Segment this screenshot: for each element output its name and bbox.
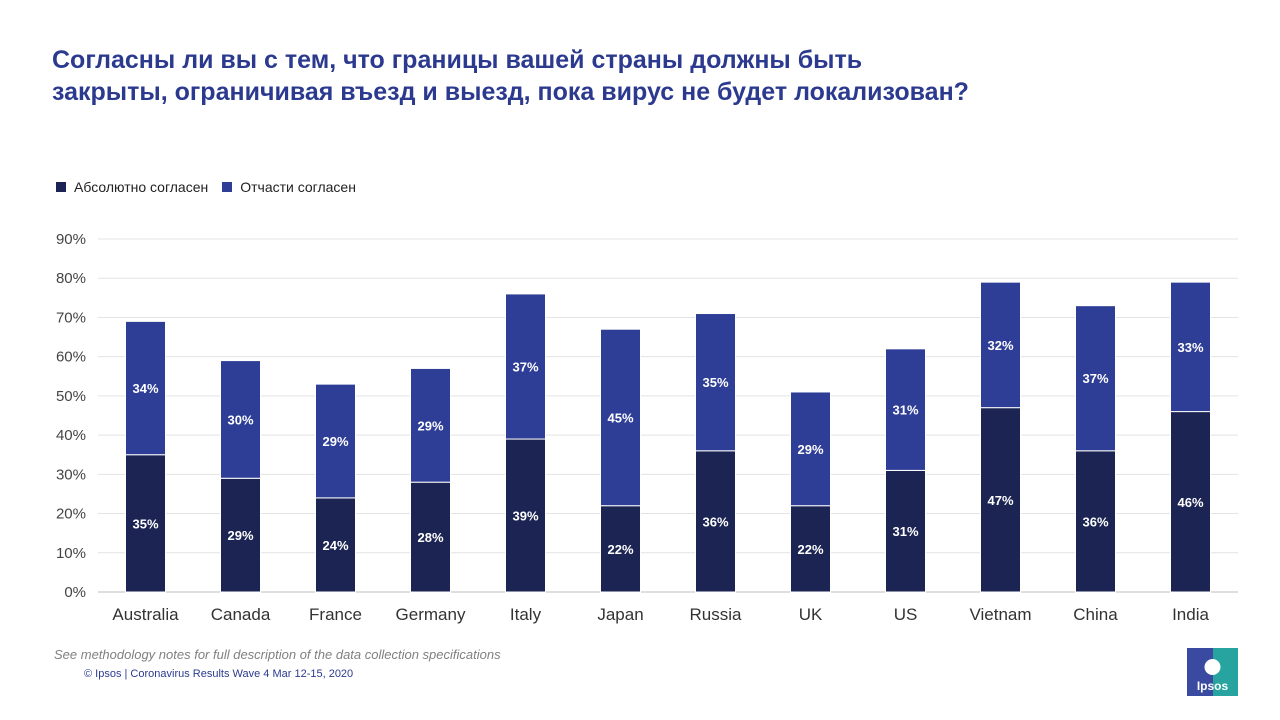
x-tick-label: Germany	[396, 605, 466, 624]
data-label: 37%	[512, 359, 538, 374]
x-tick-label: Vietnam	[969, 605, 1031, 624]
chart-title: Согласны ли вы с тем, что границы вашей …	[52, 46, 969, 106]
x-tick-label: India	[1172, 605, 1209, 624]
data-label: 22%	[607, 542, 633, 557]
bar-segment-somewhat-agree	[125, 320, 166, 456]
bar-segment-strongly-agree	[125, 454, 166, 593]
data-label: 39%	[512, 509, 538, 524]
legend-item-strongly-agree: Абсолютно согласен	[56, 179, 208, 195]
y-tick-label: 20%	[56, 506, 86, 523]
bar-segment-somewhat-agree	[410, 367, 451, 483]
x-tick-label: US	[894, 605, 918, 624]
bar-segment-strongly-agree	[695, 450, 736, 593]
bar-segment-somewhat-agree	[695, 313, 736, 452]
bar-segment-somewhat-agree	[1170, 281, 1211, 413]
copyright-text: © Ipsos | Coronavirus Results Wave 4 Mar…	[84, 668, 354, 680]
bar-segment-somewhat-agree	[1075, 305, 1116, 452]
x-tick-label: China	[1073, 605, 1118, 624]
x-tick-label: Italy	[510, 605, 542, 624]
bar-segment-strongly-agree	[505, 438, 546, 593]
y-tick-label: 50%	[56, 388, 86, 405]
data-label: 35%	[702, 375, 728, 390]
data-label: 45%	[607, 410, 633, 425]
y-tick-label: 60%	[56, 349, 86, 366]
x-tick-label: Japan	[597, 605, 643, 624]
bar-segment-strongly-agree	[220, 477, 261, 593]
data-label: 28%	[417, 530, 443, 545]
bar-segment-strongly-agree	[410, 481, 451, 593]
bar-segment-somewhat-agree	[505, 293, 546, 440]
x-tick-label: UK	[799, 605, 823, 624]
data-label: 31%	[892, 403, 918, 418]
x-tick-label: Russia	[690, 605, 743, 624]
data-label: 29%	[797, 442, 823, 457]
x-tick-label: Australia	[112, 605, 179, 624]
data-label: 33%	[1177, 340, 1203, 355]
legend-swatch-somewhat-agree	[222, 182, 233, 192]
data-label: 46%	[1177, 495, 1203, 510]
legend-label-strongly-agree: Абсолютно согласен	[74, 179, 209, 195]
y-tick-label: 10%	[56, 545, 86, 562]
bar-segment-strongly-agree	[885, 469, 926, 593]
y-tick-label: 40%	[56, 427, 86, 444]
legend-swatch-strongly-agree	[56, 182, 66, 192]
bar-segment-strongly-agree	[600, 505, 641, 593]
bar-segment-strongly-agree	[980, 407, 1021, 593]
y-tick-label: 0%	[64, 584, 86, 601]
bar-segment-somewhat-agree	[315, 383, 356, 499]
bar-segment-strongly-agree	[790, 505, 831, 593]
bar-segment-somewhat-agree	[790, 391, 831, 507]
data-label: 29%	[417, 418, 443, 433]
legend: Абсолютно согласен Отчасти согласен	[56, 179, 370, 195]
bar-segment-somewhat-agree	[885, 348, 926, 471]
data-label: 36%	[1082, 514, 1108, 529]
bar-segment-strongly-agree	[1075, 450, 1116, 593]
data-label: 22%	[797, 542, 823, 557]
bar-segment-strongly-agree	[315, 497, 356, 593]
legend-label-somewhat-agree: Отчасти согласен	[240, 179, 356, 195]
data-label: 32%	[987, 338, 1013, 353]
data-label: 30%	[227, 412, 253, 427]
bar-segment-somewhat-agree	[980, 281, 1021, 409]
logo-mark	[1204, 659, 1221, 675]
legend-item-somewhat-agree: Отчасти согласен	[222, 179, 356, 195]
data-label: 37%	[1082, 371, 1108, 386]
data-label: 47%	[987, 493, 1013, 508]
x-tick-label: Canada	[211, 605, 271, 624]
data-label: 24%	[322, 538, 348, 553]
y-tick-label: 90%	[56, 231, 86, 248]
ipsos-logo: Ipsos	[1187, 648, 1238, 696]
bar-segment-somewhat-agree	[220, 360, 261, 479]
y-tick-label: 30%	[56, 466, 86, 483]
data-label: 29%	[322, 434, 348, 449]
y-tick-label: 80%	[56, 270, 86, 287]
data-label: 34%	[132, 381, 158, 396]
data-label: 36%	[702, 514, 728, 529]
x-tick-label: France	[309, 605, 362, 624]
methodology-note: See methodology notes for full descripti…	[54, 647, 501, 662]
data-label: 35%	[132, 516, 158, 531]
data-label: 29%	[227, 528, 253, 543]
data-label: 31%	[892, 524, 918, 539]
logo-text: Ipsos	[1197, 679, 1229, 693]
y-tick-label: 70%	[56, 309, 86, 326]
bar-segment-somewhat-agree	[600, 328, 641, 507]
